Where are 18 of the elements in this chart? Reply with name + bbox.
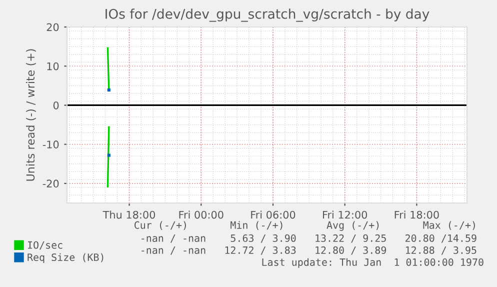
x-tick-label: Thu 18:00 xyxy=(102,210,156,219)
legend-label: IO/sec xyxy=(28,241,62,250)
x-tick-label: Fri 00:00 xyxy=(179,210,224,219)
text: -nan / -nan 5.63 / 3.90 13.22 / 9.25 20.80 /14.59 xyxy=(142,234,476,243)
chart-title: IOs for /dev/dev_gpu_scratch_vg/scratch - by day xyxy=(106,8,430,22)
y-tick-label: -20 xyxy=(42,180,59,188)
y-tick-label: 20 xyxy=(46,23,59,32)
x-tick-label: Fri 18:00 xyxy=(394,210,439,219)
y-axis-title: Units read (-) / write (+) xyxy=(26,49,36,181)
y-tick-label: -10 xyxy=(42,140,59,148)
y-tick-label: 10 xyxy=(47,62,59,70)
y-tick-label: 0 xyxy=(53,101,59,110)
text: Cur (-/+) Min (-/+) Avg (-/+) Max (-/+) xyxy=(134,221,475,231)
legend-label: Req Size (KB) xyxy=(28,253,104,263)
text: Last update: Thu Jan 1 01:00:00 1970 xyxy=(262,258,484,268)
x-tick-label: Fri 12:00 xyxy=(322,210,368,219)
text: -nan / -nan 12.72 / 3.83 12.80 / 3.89 12.88 / 3.95 xyxy=(142,246,476,255)
x-tick-label: Fri 06:00 xyxy=(251,210,296,219)
